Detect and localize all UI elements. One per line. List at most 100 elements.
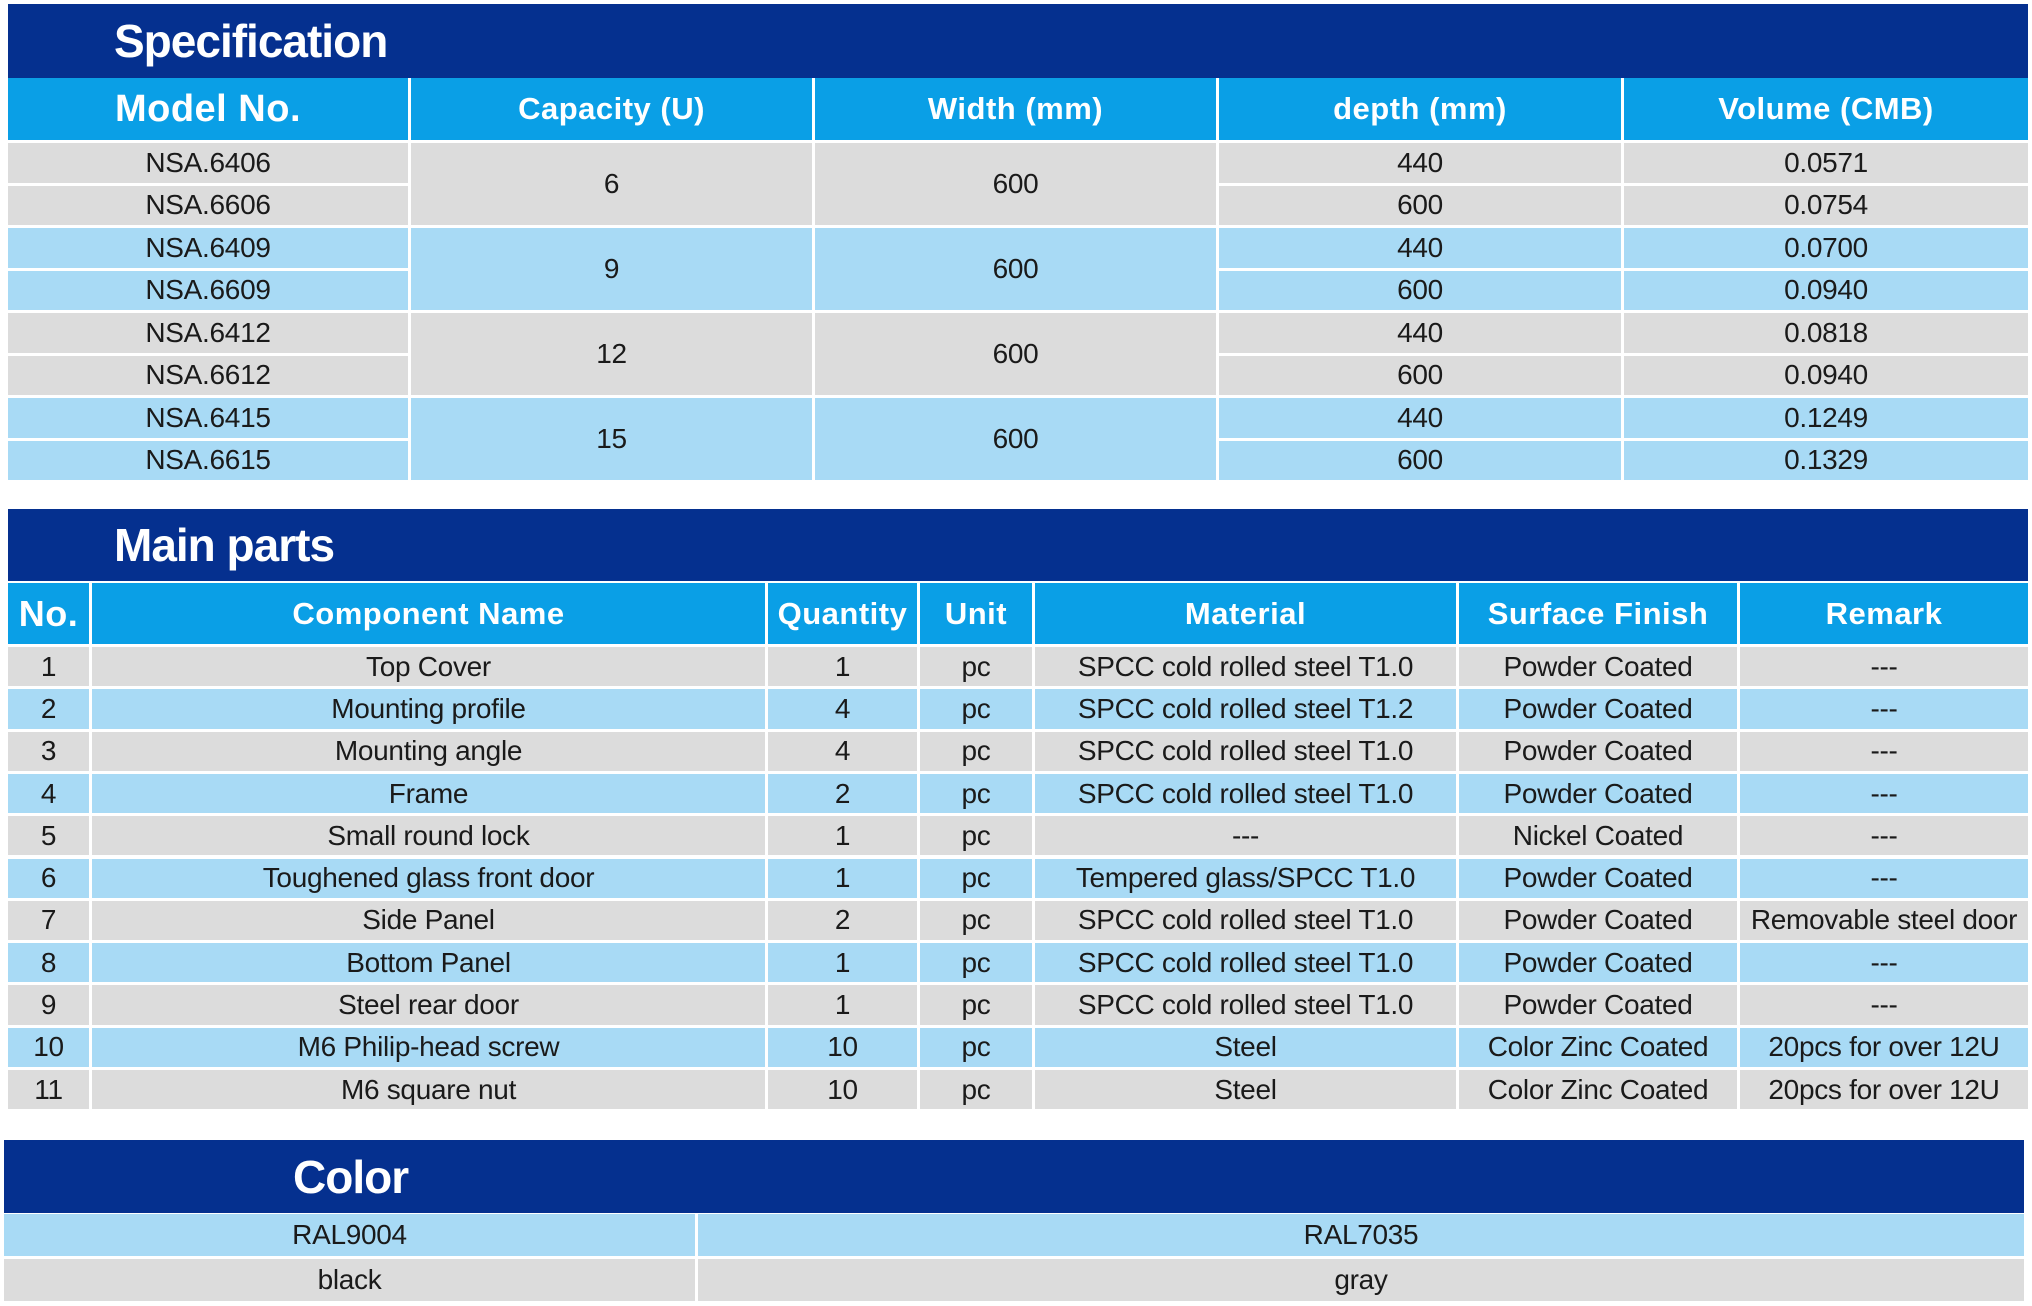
part-cell: 9 xyxy=(8,985,92,1028)
section-title: Color xyxy=(293,1150,409,1203)
part-cell: Powder Coated xyxy=(1459,773,1740,817)
part-cell: Steel xyxy=(1035,1070,1459,1113)
part-cell: Color Zinc Coated xyxy=(1459,1070,1740,1113)
section-bar xyxy=(8,4,2028,78)
model-cell: NSA.6409 xyxy=(8,228,411,271)
width-cell: 600 xyxy=(815,228,1219,313)
part-cell: Frame xyxy=(92,773,768,817)
depth-cell: 600 xyxy=(1219,440,1624,483)
color-cell: RAL7035 xyxy=(698,1214,2027,1259)
section-bar xyxy=(4,1140,2024,1213)
part-cell: 20pcs for over 12U xyxy=(1740,1027,2031,1070)
model-cell: NSA.6415 xyxy=(8,398,411,441)
part-cell: --- xyxy=(1740,943,2031,986)
depth-cell: 600 xyxy=(1219,185,1624,228)
depth-cell: 440 xyxy=(1219,398,1624,441)
part-cell: Powder Coated xyxy=(1459,985,1740,1028)
part-cell: Powder Coated xyxy=(1459,943,1740,986)
part-cell: Steel rear door xyxy=(92,985,768,1028)
part-cell: Small round lock xyxy=(92,816,768,859)
part-cell: 4 xyxy=(8,773,92,817)
header-cell: Capacity (U) xyxy=(411,78,815,143)
part-cell: 10 xyxy=(8,1027,92,1070)
part-cell: Top Cover xyxy=(92,647,768,690)
part-cell: --- xyxy=(1740,647,2031,690)
volume-cell: 0.0818 xyxy=(1624,313,2031,356)
part-cell: Toughened glass front door xyxy=(92,858,768,901)
part-cell: Powder Coated xyxy=(1459,858,1740,901)
part-cell: 7 xyxy=(8,900,92,944)
part-cell: pc xyxy=(920,985,1035,1028)
header-cell: depth (mm) xyxy=(1219,78,1624,143)
depth-cell: 600 xyxy=(1219,270,1624,313)
part-cell: M6 square nut xyxy=(92,1070,768,1113)
part-cell: --- xyxy=(1740,985,2031,1028)
part-cell: pc xyxy=(920,773,1035,817)
part-cell: --- xyxy=(1740,731,2031,774)
part-cell: 1 xyxy=(8,647,92,690)
volume-cell: 0.0940 xyxy=(1624,355,2031,398)
part-cell: Bottom Panel xyxy=(92,943,768,986)
depth-cell: 440 xyxy=(1219,228,1624,271)
part-cell: --- xyxy=(1035,816,1459,859)
part-cell: Mounting angle xyxy=(92,731,768,774)
color-cell: RAL9004 xyxy=(4,1214,698,1259)
volume-cell: 0.0571 xyxy=(1624,143,2031,186)
part-cell: --- xyxy=(1740,816,2031,859)
part-cell: SPCC cold rolled steel T1.0 xyxy=(1035,985,1459,1028)
color-cell: gray xyxy=(698,1259,2027,1304)
part-cell: Powder Coated xyxy=(1459,647,1740,690)
part-cell: pc xyxy=(920,816,1035,859)
width-cell: 600 xyxy=(815,143,1219,228)
width-cell: 600 xyxy=(815,398,1219,483)
part-cell: 2 xyxy=(8,689,92,732)
part-cell: SPCC cold rolled steel T1.0 xyxy=(1035,900,1459,944)
header-cell: Model No. xyxy=(8,78,411,143)
part-cell: Powder Coated xyxy=(1459,689,1740,732)
depth-cell: 440 xyxy=(1219,313,1624,356)
part-cell: 4 xyxy=(768,731,920,774)
part-cell: SPCC cold rolled steel T1.0 xyxy=(1035,647,1459,690)
header-cell: Volume (CMB) xyxy=(1624,78,2031,143)
part-cell: 1 xyxy=(768,816,920,859)
part-cell: Steel xyxy=(1035,1027,1459,1070)
volume-cell: 0.1329 xyxy=(1624,440,2031,483)
model-cell: NSA.6609 xyxy=(8,270,411,313)
part-cell: 1 xyxy=(768,985,920,1028)
section-bar xyxy=(8,509,2028,581)
capacity-cell: 6 xyxy=(411,143,815,228)
header-cell: Component Name xyxy=(92,583,768,647)
part-cell: 20pcs for over 12U xyxy=(1740,1070,2031,1113)
header-cell: Quantity xyxy=(768,583,920,647)
header-cell: Remark xyxy=(1740,583,2031,647)
part-cell: --- xyxy=(1740,858,2031,901)
part-cell: SPCC cold rolled steel T1.0 xyxy=(1035,773,1459,817)
part-cell: pc xyxy=(920,689,1035,732)
part-cell: 10 xyxy=(768,1070,920,1113)
capacity-cell: 15 xyxy=(411,398,815,483)
part-cell: 10 xyxy=(768,1027,920,1070)
part-cell: Mounting profile xyxy=(92,689,768,732)
part-cell: pc xyxy=(920,900,1035,944)
volume-cell: 0.0700 xyxy=(1624,228,2031,271)
part-cell: pc xyxy=(920,647,1035,690)
header-cell: Width (mm) xyxy=(815,78,1219,143)
part-cell: Nickel Coated xyxy=(1459,816,1740,859)
width-cell: 600 xyxy=(815,313,1219,398)
part-cell: Side Panel xyxy=(92,900,768,944)
part-cell: 3 xyxy=(8,731,92,774)
header-cell: Material xyxy=(1035,583,1459,647)
part-cell: pc xyxy=(920,1027,1035,1070)
part-cell: pc xyxy=(920,943,1035,986)
section-title: Specification xyxy=(114,15,388,67)
header-cell: Surface Finish xyxy=(1459,583,1740,647)
volume-cell: 0.0940 xyxy=(1624,270,2031,313)
part-cell: Powder Coated xyxy=(1459,731,1740,774)
part-cell: 5 xyxy=(8,816,92,859)
model-cell: NSA.6406 xyxy=(8,143,411,186)
volume-cell: 0.1249 xyxy=(1624,398,2031,441)
capacity-cell: 9 xyxy=(411,228,815,313)
header-cell: Unit xyxy=(920,583,1035,647)
part-cell: pc xyxy=(920,858,1035,901)
part-cell: Color Zinc Coated xyxy=(1459,1027,1740,1070)
